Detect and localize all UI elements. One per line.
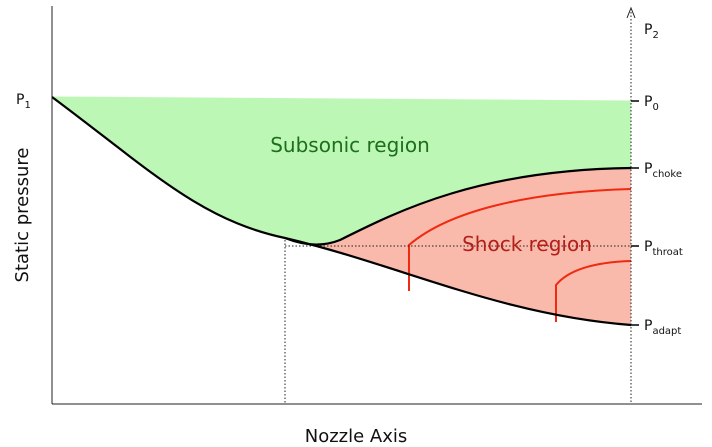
- level-label: P1: [16, 92, 31, 111]
- level-label: Pthroat: [644, 239, 683, 258]
- symbol: P: [644, 318, 652, 334]
- level-label: Padapt: [644, 318, 681, 337]
- top-line: [51, 96, 632, 102]
- symbol: P: [644, 161, 652, 177]
- subsonic-area: [52, 97, 631, 245]
- subscript: throat: [652, 247, 682, 258]
- symbol: P: [644, 22, 652, 38]
- subscript: 1: [24, 100, 30, 111]
- symbol: P: [16, 92, 24, 108]
- region-label: Shock region: [462, 232, 592, 256]
- symbol: P: [644, 239, 652, 255]
- level-label: P0: [644, 94, 659, 113]
- subscript: 2: [652, 30, 658, 41]
- right-arrow: [626, 6, 636, 19]
- subscript: choke: [652, 169, 682, 180]
- region-label: Subsonic region: [270, 133, 430, 157]
- level-label: Pchoke: [644, 161, 682, 180]
- y-axis-label: Static pressure: [12, 148, 33, 283]
- shock-line: [555, 260, 632, 322]
- level-label: P2: [644, 22, 659, 41]
- shock-line: [408, 188, 632, 291]
- x-axis-label: Nozzle Axis: [305, 426, 408, 447]
- upper-curve: [284, 166, 632, 246]
- symbol: P: [644, 94, 652, 110]
- subscript: adapt: [652, 326, 681, 337]
- subscript: 0: [652, 102, 658, 113]
